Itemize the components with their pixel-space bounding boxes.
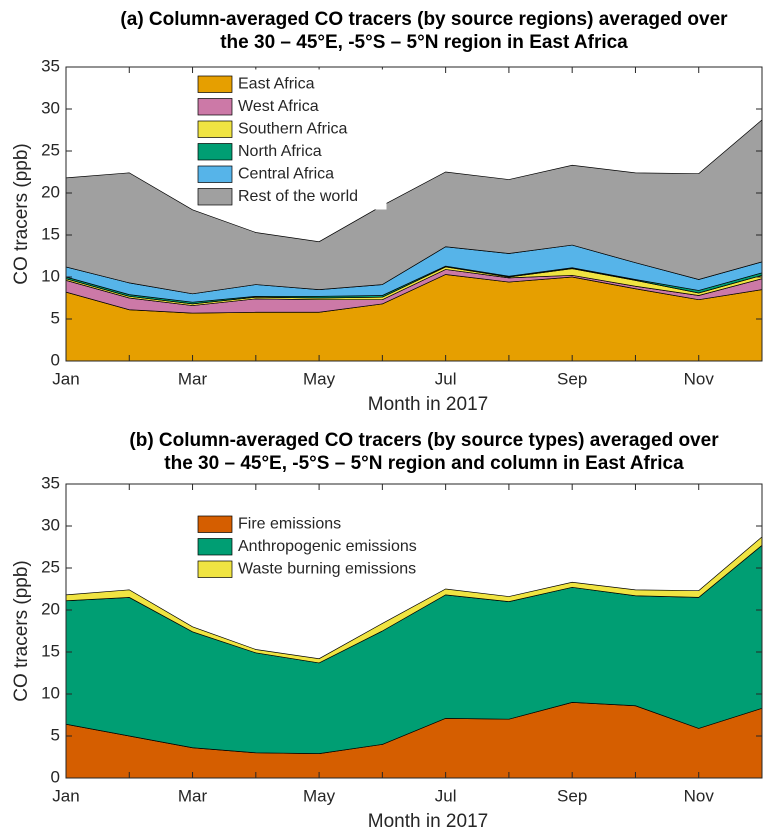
legend-swatch: [197, 560, 233, 578]
chart-title: (a) Column-averaged CO tracers (by sourc…: [120, 9, 728, 30]
x-tick-label: Nov: [684, 786, 715, 805]
legend-label: West Africa: [238, 98, 319, 115]
x-tick-label: Mar: [178, 369, 208, 388]
x-tick-label: May: [303, 369, 336, 388]
x-tick-label: Jul: [435, 369, 457, 388]
legend-label: Fire emissions: [238, 515, 341, 532]
axes-box: [65, 66, 763, 362]
y-tick-label: 25: [41, 140, 60, 159]
legend-swatch: [197, 538, 233, 556]
legend-swatch: [197, 75, 233, 93]
legend-box: [195, 69, 387, 210]
legend-label: Rest of the world: [238, 188, 358, 205]
y-tick-label: 5: [51, 308, 60, 327]
legend-box: [195, 509, 447, 582]
legend-label: Anthropogenic emissions: [238, 538, 417, 555]
x-tick-label: May: [303, 786, 336, 805]
x-tick-label: Jan: [52, 369, 79, 388]
x-axis-label: Month in 2017: [368, 394, 488, 415]
y-tick-label: 15: [41, 224, 60, 243]
chart-title: the 30 – 45°E, -5°S – 5°N region and col…: [164, 453, 684, 474]
x-axis-label: Month in 2017: [368, 811, 488, 832]
y-tick-label: 15: [41, 641, 60, 660]
legend-label: Central Africa: [238, 165, 334, 182]
y-tick-label: 10: [41, 683, 60, 702]
y-axis-label: CO tracers (ppb): [11, 560, 32, 701]
x-tick-label: Sep: [557, 786, 587, 805]
legend-swatch: [197, 188, 233, 206]
legend-swatch: [197, 120, 233, 138]
legend-label: Southern Africa: [238, 120, 348, 137]
legend-label: East Africa: [238, 75, 315, 92]
y-tick-label: 20: [41, 182, 60, 201]
y-tick-label: 0: [51, 350, 60, 369]
legend-swatch: [197, 98, 233, 116]
y-tick-label: 30: [41, 515, 60, 534]
chart-title: (b) Column-averaged CO tracers (by sourc…: [129, 430, 719, 451]
y-tick-label: 35: [41, 56, 60, 75]
y-axis-label: CO tracers (ppb): [11, 143, 32, 284]
y-tick-label: 25: [41, 557, 60, 576]
y-tick-label: 0: [51, 767, 60, 786]
legend: East Africa West Africa Southern Africa Nor…: [195, 69, 387, 210]
legend-swatch: [197, 515, 233, 533]
x-tick-label: Nov: [684, 369, 715, 388]
legend: Fire emissions Anthropogenic emissions Was…: [195, 509, 447, 582]
axes-box: [65, 483, 763, 779]
x-tick-label: Jan: [52, 786, 79, 805]
legend-swatch: [197, 165, 233, 183]
x-tick-label: Jul: [435, 786, 457, 805]
chart-title: the 30 – 45°E, -5°S – 5°N region in East…: [220, 32, 628, 53]
legend-label: Waste burning emissions: [238, 560, 416, 577]
y-tick-label: 30: [41, 98, 60, 117]
x-tick-label: Mar: [178, 786, 208, 805]
y-tick-label: 5: [51, 725, 60, 744]
y-tick-label: 35: [41, 473, 60, 492]
x-tick-label: Sep: [557, 369, 587, 388]
y-tick-label: 10: [41, 266, 60, 285]
y-tick-label: 20: [41, 599, 60, 618]
legend-label: North Africa: [238, 143, 322, 160]
legend-swatch: [197, 143, 233, 161]
